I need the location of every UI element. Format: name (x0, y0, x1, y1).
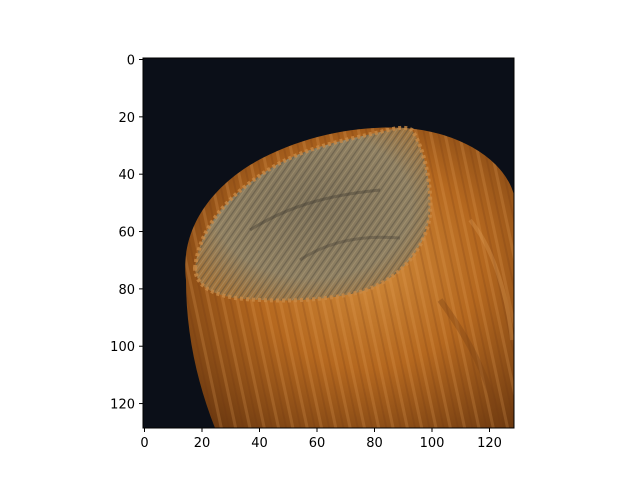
x-tick-label: 20 (194, 436, 211, 451)
y-tick-label: 80 (118, 283, 135, 298)
x-axis: 0 20 40 60 80 100 120 (140, 428, 502, 451)
x-tick-label: 120 (477, 436, 502, 451)
image-area (143, 58, 514, 428)
y-tick-label: 0 (127, 54, 135, 69)
x-tick-label: 80 (366, 436, 383, 451)
hazelnut-cap (192, 125, 433, 303)
x-tick-label: 60 (309, 436, 326, 451)
y-tick-label: 120 (110, 398, 135, 413)
y-tick-label: 60 (118, 226, 135, 241)
y-tick-label: 40 (118, 168, 135, 183)
y-tick-label: 100 (110, 340, 135, 355)
x-tick-label: 40 (251, 436, 268, 451)
y-axis: 0 20 40 60 80 100 120 (110, 54, 143, 413)
x-tick-label: 100 (420, 436, 445, 451)
axes-frame (142, 57, 515, 429)
y-tick-label: 20 (118, 111, 135, 126)
x-tick-label: 0 (140, 436, 148, 451)
